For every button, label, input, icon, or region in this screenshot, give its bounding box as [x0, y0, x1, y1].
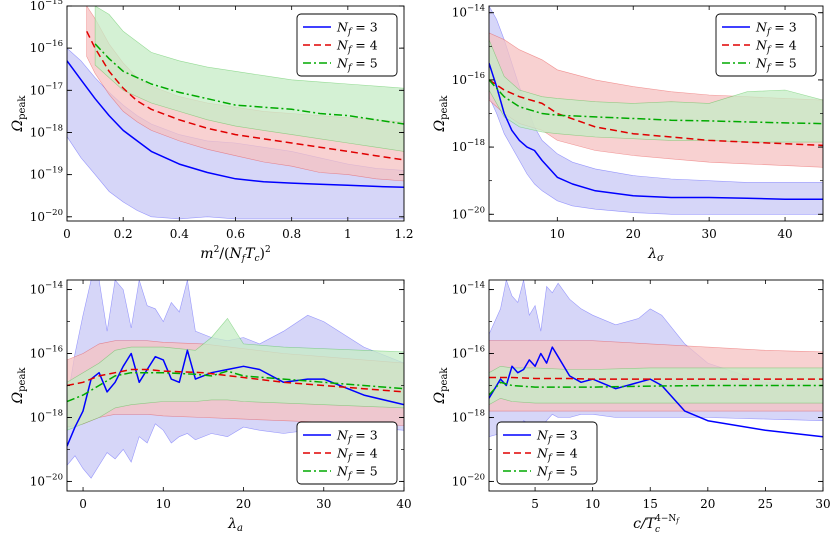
- y-tick-label: 10−18: [452, 408, 485, 424]
- y-axis-label: Ωpeak: [10, 95, 28, 133]
- x-tick-label: 30: [815, 497, 830, 511]
- y-tick-label: 10−14: [452, 4, 485, 20]
- legend: Nf = 3Nf = 4Nf = 5: [296, 13, 398, 77]
- line-series-3: [94, 43, 404, 125]
- x-tick-label: 20: [700, 497, 715, 511]
- x-tick-label: 0.8: [282, 227, 301, 241]
- legend-label-1: Nf = 3: [536, 428, 578, 446]
- line-series-2: [489, 79, 823, 147]
- x-tick-label: 10: [585, 497, 600, 511]
- line-series-3: [489, 79, 823, 125]
- y-tick-label: 10−18: [452, 138, 485, 154]
- y-tick-label: 10−19: [30, 166, 63, 182]
- x-tick-label: 15: [643, 497, 658, 511]
- y-tick-label: 10−18: [30, 123, 63, 139]
- legend: Nf = 3Nf = 4Nf = 5: [496, 421, 598, 485]
- y-tick-label: 10−17: [30, 81, 63, 97]
- line-series-1: [489, 346, 823, 438]
- legend-label-1: Nf = 3: [336, 428, 378, 446]
- x-tick-label: 0.4: [170, 227, 189, 241]
- x-tick-label: 1.2: [394, 227, 413, 241]
- panel-top-left: 0 0.2 0.4 0.6 0.8 1 1.2 10−15 10−16 10−17 10−18 10−…: [10, 0, 414, 264]
- x-tick-label: 1: [344, 227, 352, 241]
- line-series-3: [489, 381, 823, 396]
- line-series-2: [67, 368, 404, 393]
- y-tick-label: 10−15: [30, 0, 63, 13]
- x-axis-label: m2/(NfTc)2: [200, 245, 270, 264]
- band-series-3: [489, 365, 823, 406]
- legend-label-3: Nf = 5: [536, 464, 578, 482]
- plot-area: [489, 280, 823, 438]
- x-tick-label: 40: [777, 227, 792, 241]
- legend-label-1: Nf = 3: [336, 20, 378, 38]
- x-tick-label: 5: [531, 497, 539, 511]
- legend-box: [296, 13, 398, 77]
- line-series-2: [489, 376, 823, 380]
- y-axis-label: Ωpeak: [10, 367, 28, 405]
- x-tick-label: 30: [316, 497, 331, 511]
- y-tick-label: 10−20: [30, 208, 63, 224]
- panel-bottom-right: 5 10 15 20 25 30 10−14 10−16 10−18 10−20 Ωpeak c/Tc…: [432, 279, 830, 535]
- legend-label-3: Nf = 5: [755, 56, 797, 74]
- band-series-3: [67, 317, 404, 431]
- legend-label-1: Nf = 3: [755, 20, 797, 38]
- x-tick-label: 0.6: [226, 227, 245, 241]
- y-tick-label: 10−16: [30, 39, 63, 55]
- x-axis-label: c/Tc4−Nf: [633, 514, 680, 535]
- y-tick-label: 10−14: [30, 281, 63, 297]
- x-tick-label: 10: [550, 227, 565, 241]
- y-tick-label: 10−20: [452, 205, 485, 221]
- y-tick-label: 10−16: [452, 345, 485, 361]
- y-tick-label: 10−18: [30, 408, 63, 424]
- x-tick-label: 10: [156, 497, 171, 511]
- legend: Nf = 3Nf = 4Nf = 5: [296, 421, 398, 485]
- plot-area: [67, 6, 404, 220]
- y-axis-label: Ωpeak: [432, 95, 450, 133]
- y-tick-label: 10−16: [452, 71, 485, 87]
- panel-top-right: 10 20 30 40 10−14 10−16 10−18 10−20 Ωpeak λσ Nf = …: [432, 4, 824, 264]
- legend-label-2: Nf = 4: [336, 446, 378, 464]
- band-series-3: [94, 6, 404, 152]
- x-tick-label: 20: [626, 227, 641, 241]
- x-tick-label: 25: [758, 497, 773, 511]
- x-axis-label: λa: [227, 516, 243, 534]
- y-tick-label: 10−20: [452, 472, 485, 488]
- legend-label-2: Nf = 4: [755, 38, 797, 56]
- legend-label-2: Nf = 4: [336, 38, 378, 56]
- panel-bottom-left: 0 10 20 30 40 10−14 10−16 10−18 10−20 Ωpeak λa Nf =…: [10, 279, 412, 534]
- legend: Nf = 3Nf = 4Nf = 5: [715, 13, 817, 77]
- line-series-3: [67, 370, 404, 403]
- x-tick-label: 20: [236, 497, 251, 511]
- y-tick-label: 10−20: [30, 472, 63, 488]
- line-series-1: [489, 62, 823, 200]
- x-tick-label: 0.2: [114, 227, 133, 241]
- legend-box: [296, 421, 398, 485]
- plot-area: [489, 6, 823, 215]
- legend-box: [496, 421, 598, 485]
- band-series-3: [489, 39, 823, 143]
- legend-label-3: Nf = 5: [336, 56, 378, 74]
- x-tick-label: 40: [396, 497, 411, 511]
- y-tick-label: 10−14: [452, 281, 485, 297]
- plot-area: [67, 280, 404, 479]
- line-series-1: [67, 60, 404, 189]
- x-tick-label: 30: [701, 227, 716, 241]
- x-tick-label: 0: [79, 497, 87, 511]
- y-tick-label: 10−16: [30, 345, 63, 361]
- x-axis-label: λσ: [647, 246, 665, 264]
- y-axis-label: Ωpeak: [432, 367, 450, 405]
- legend-label-2: Nf = 4: [536, 446, 578, 464]
- x-tick-label: 0: [63, 227, 71, 241]
- legend-box: [715, 13, 817, 77]
- legend-label-3: Nf = 5: [336, 464, 378, 482]
